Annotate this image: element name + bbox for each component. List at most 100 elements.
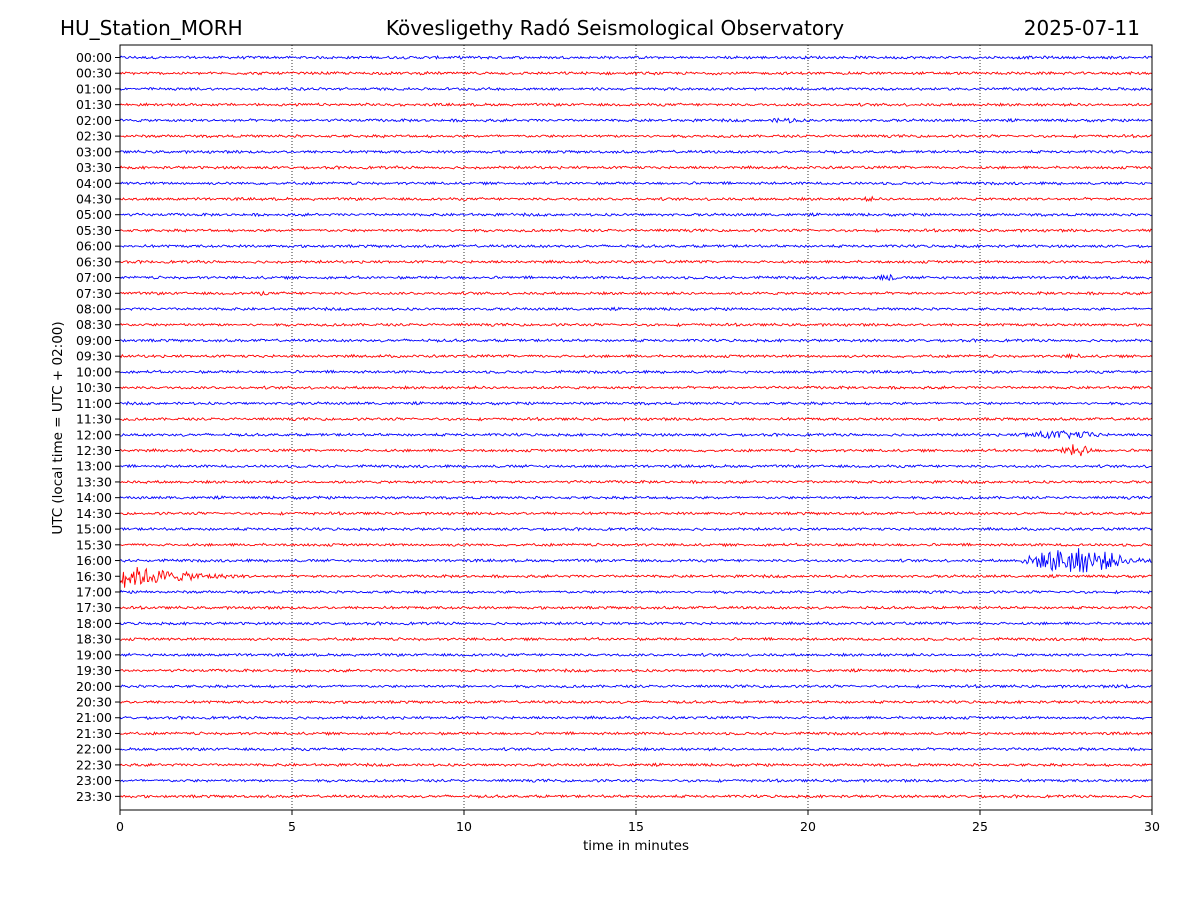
y-tick-label: 15:30 <box>76 537 112 552</box>
y-tick-label: 14:00 <box>76 490 112 505</box>
y-tick-label: 07:00 <box>76 270 112 285</box>
trace-0430 <box>119 195 1153 203</box>
trace-1500 <box>119 526 1153 532</box>
trace-2030 <box>119 699 1153 705</box>
trace-0930 <box>119 352 1153 360</box>
y-tick-label: 07:30 <box>76 286 112 301</box>
trace-1530 <box>119 542 1153 548</box>
y-axis-label: UTC (local time = UTC + 02:00) <box>50 321 66 534</box>
trace-2100 <box>119 715 1153 721</box>
x-tick-label: 10 <box>456 819 472 834</box>
trace-1800 <box>119 621 1153 627</box>
y-tick-label: 08:00 <box>76 302 112 317</box>
y-tick-label: 20:00 <box>76 679 112 694</box>
trace-1730 <box>119 605 1153 611</box>
y-tick-label: 19:30 <box>76 663 112 678</box>
y-tick-label: 03:30 <box>76 160 112 175</box>
trace-1330 <box>119 479 1153 485</box>
trace-0700 <box>119 273 1153 282</box>
trace-1430 <box>119 511 1153 516</box>
trace-1400 <box>119 495 1153 501</box>
trace-1700 <box>119 589 1153 595</box>
trace-1130 <box>119 416 1153 422</box>
y-tick-label: 05:30 <box>76 223 112 238</box>
y-tick-label: 18:30 <box>76 632 112 647</box>
y-tick-label: 11:30 <box>76 412 112 427</box>
y-tick-label: 23:00 <box>76 773 112 788</box>
trace-1230 <box>119 444 1153 457</box>
y-tick-label: 12:00 <box>76 427 112 442</box>
y-tick-label: 21:30 <box>76 726 112 741</box>
y-tick-label: 09:00 <box>76 333 112 348</box>
trace-0000 <box>119 54 1153 60</box>
trace-0830 <box>119 322 1153 328</box>
x-tick-label: 25 <box>972 819 988 834</box>
y-tick-label: 17:00 <box>76 584 112 599</box>
y-tick-label: 01:00 <box>76 81 112 96</box>
y-tick-label: 18:00 <box>76 616 112 631</box>
y-tick-label: 06:00 <box>76 239 112 254</box>
trace-1900 <box>119 652 1153 658</box>
trace-1630 <box>119 567 1153 588</box>
trace-0800 <box>119 306 1153 312</box>
trace-1000 <box>119 369 1153 375</box>
trace-0030 <box>119 70 1153 76</box>
trace-1030 <box>119 385 1153 391</box>
trace-0400 <box>119 180 1153 186</box>
x-axis-label: time in minutes <box>583 838 689 854</box>
x-tick-label: 5 <box>288 819 296 834</box>
seismic-traces <box>119 54 1153 799</box>
chart-title: Kövesligethy Radó Seismological Observat… <box>385 16 845 40</box>
y-tick-label: 06:30 <box>76 254 112 269</box>
y-tick-label: 10:30 <box>76 380 112 395</box>
trace-0600 <box>119 243 1153 249</box>
trace-0130 <box>119 102 1153 108</box>
trace-2130 <box>119 731 1153 736</box>
trace-2000 <box>119 683 1153 689</box>
y-tick-label: 00:30 <box>76 66 112 81</box>
trace-0330 <box>119 165 1153 171</box>
trace-1600 <box>119 548 1153 573</box>
y-tick-label: 12:30 <box>76 443 112 458</box>
y-tick-label: 02:30 <box>76 129 112 144</box>
y-axis: 00:0000:3001:0001:3002:0002:3003:0003:30… <box>76 50 120 804</box>
y-tick-label: 16:30 <box>76 569 112 584</box>
y-tick-label: 21:00 <box>76 710 112 725</box>
trace-0900 <box>119 338 1153 344</box>
y-tick-label: 05:00 <box>76 207 112 222</box>
trace-0100 <box>119 86 1153 92</box>
y-tick-label: 00:00 <box>76 50 112 65</box>
trace-0730 <box>119 290 1153 297</box>
y-tick-label: 01:30 <box>76 97 112 112</box>
y-tick-label: 02:00 <box>76 113 112 128</box>
trace-1300 <box>119 463 1153 469</box>
y-tick-label: 22:30 <box>76 757 112 772</box>
x-tick-label: 20 <box>800 819 816 834</box>
y-tick-label: 20:30 <box>76 695 112 710</box>
trace-0630 <box>119 259 1153 265</box>
y-tick-label: 14:30 <box>76 506 112 521</box>
trace-1830 <box>119 636 1153 642</box>
trace-2200 <box>119 746 1153 752</box>
trace-2230 <box>119 762 1153 768</box>
y-tick-label: 11:00 <box>76 396 112 411</box>
y-tick-label: 09:30 <box>76 349 112 364</box>
trace-0200 <box>119 117 1153 124</box>
y-tick-label: 16:00 <box>76 553 112 568</box>
trace-0230 <box>119 133 1153 139</box>
y-tick-label: 08:30 <box>76 317 112 332</box>
trace-1100 <box>119 400 1153 406</box>
y-tick-label: 10:00 <box>76 364 112 379</box>
station-name: HU_Station_MORH <box>60 16 243 40</box>
trace-1200 <box>119 429 1153 440</box>
trace-1930 <box>119 667 1153 673</box>
y-tick-label: 13:30 <box>76 474 112 489</box>
y-tick-label: 04:30 <box>76 191 112 206</box>
y-tick-label: 23:30 <box>76 789 112 804</box>
trace-0500 <box>119 212 1153 218</box>
x-tick-label: 15 <box>628 819 644 834</box>
y-tick-label: 17:30 <box>76 600 112 615</box>
y-tick-label: 04:00 <box>76 176 112 191</box>
y-tick-label: 22:00 <box>76 742 112 757</box>
